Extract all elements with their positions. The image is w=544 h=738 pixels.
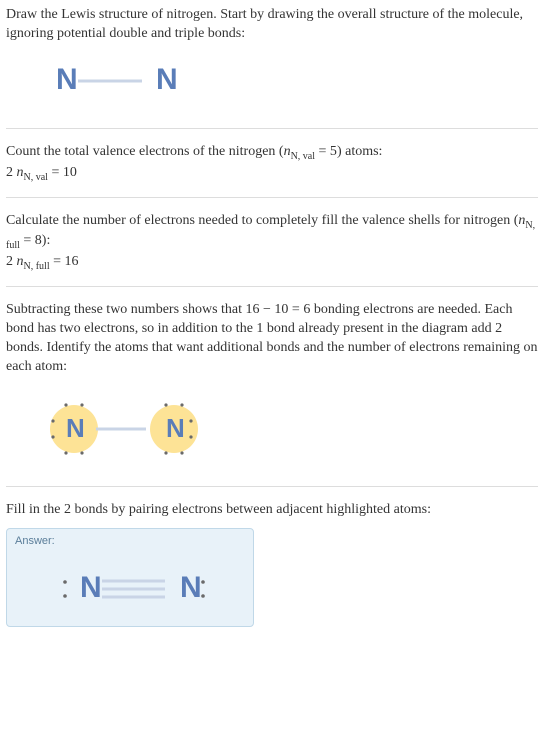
step4-diagram: NN: [36, 387, 538, 472]
step2-var: n: [284, 144, 291, 159]
step1-text: Draw the Lewis structure of nitrogen. St…: [6, 6, 538, 44]
svg-text:N: N: [66, 413, 85, 443]
separator: [6, 286, 538, 287]
step2-pre: Count the total valence electrons of the…: [6, 144, 284, 159]
step3-eq-lhs: 2: [6, 254, 17, 269]
step3-text: Calculate the number of electrons needed…: [6, 212, 538, 253]
svg-text:N: N: [56, 63, 78, 96]
step2-eq-sub: N, val: [24, 172, 48, 183]
answer-box: Answer: NN: [6, 528, 254, 627]
step4-text: Subtracting these two numbers shows that…: [6, 301, 538, 377]
step2-eq-lhs: 2: [6, 165, 17, 180]
step2-var-sub: N, val: [291, 151, 315, 162]
step3-eq-var: n: [17, 254, 24, 269]
step3-var-eq: = 8: [20, 233, 42, 248]
svg-text:N: N: [180, 571, 202, 604]
answer-label: Answer:: [15, 535, 245, 547]
step2-var-eq: = 5: [315, 144, 337, 159]
svg-text:N: N: [156, 63, 178, 96]
step5-diagram: NN: [15, 547, 245, 622]
step2-post: ) atoms:: [337, 144, 383, 159]
step2-equation: 2 nN, val = 10: [6, 165, 538, 183]
separator: [6, 197, 538, 198]
step3-equation: 2 nN, full = 16: [6, 254, 538, 272]
step5-text: Fill in the 2 bonds by pairing electrons…: [6, 501, 538, 520]
step2-text: Count the total valence electrons of the…: [6, 143, 538, 163]
svg-text:N: N: [166, 413, 185, 443]
separator: [6, 486, 538, 487]
step1-diagram: NN: [36, 54, 538, 114]
step2-eq-rhs: = 10: [48, 165, 77, 180]
svg-text:N: N: [80, 571, 102, 604]
step3-pre: Calculate the number of electrons needed…: [6, 213, 518, 228]
step3-eq-rhs: = 16: [50, 254, 79, 269]
step3-eq-sub: N, full: [24, 261, 50, 272]
step3-post: ):: [42, 233, 51, 248]
step2-eq-var: n: [17, 165, 24, 180]
separator: [6, 128, 538, 129]
